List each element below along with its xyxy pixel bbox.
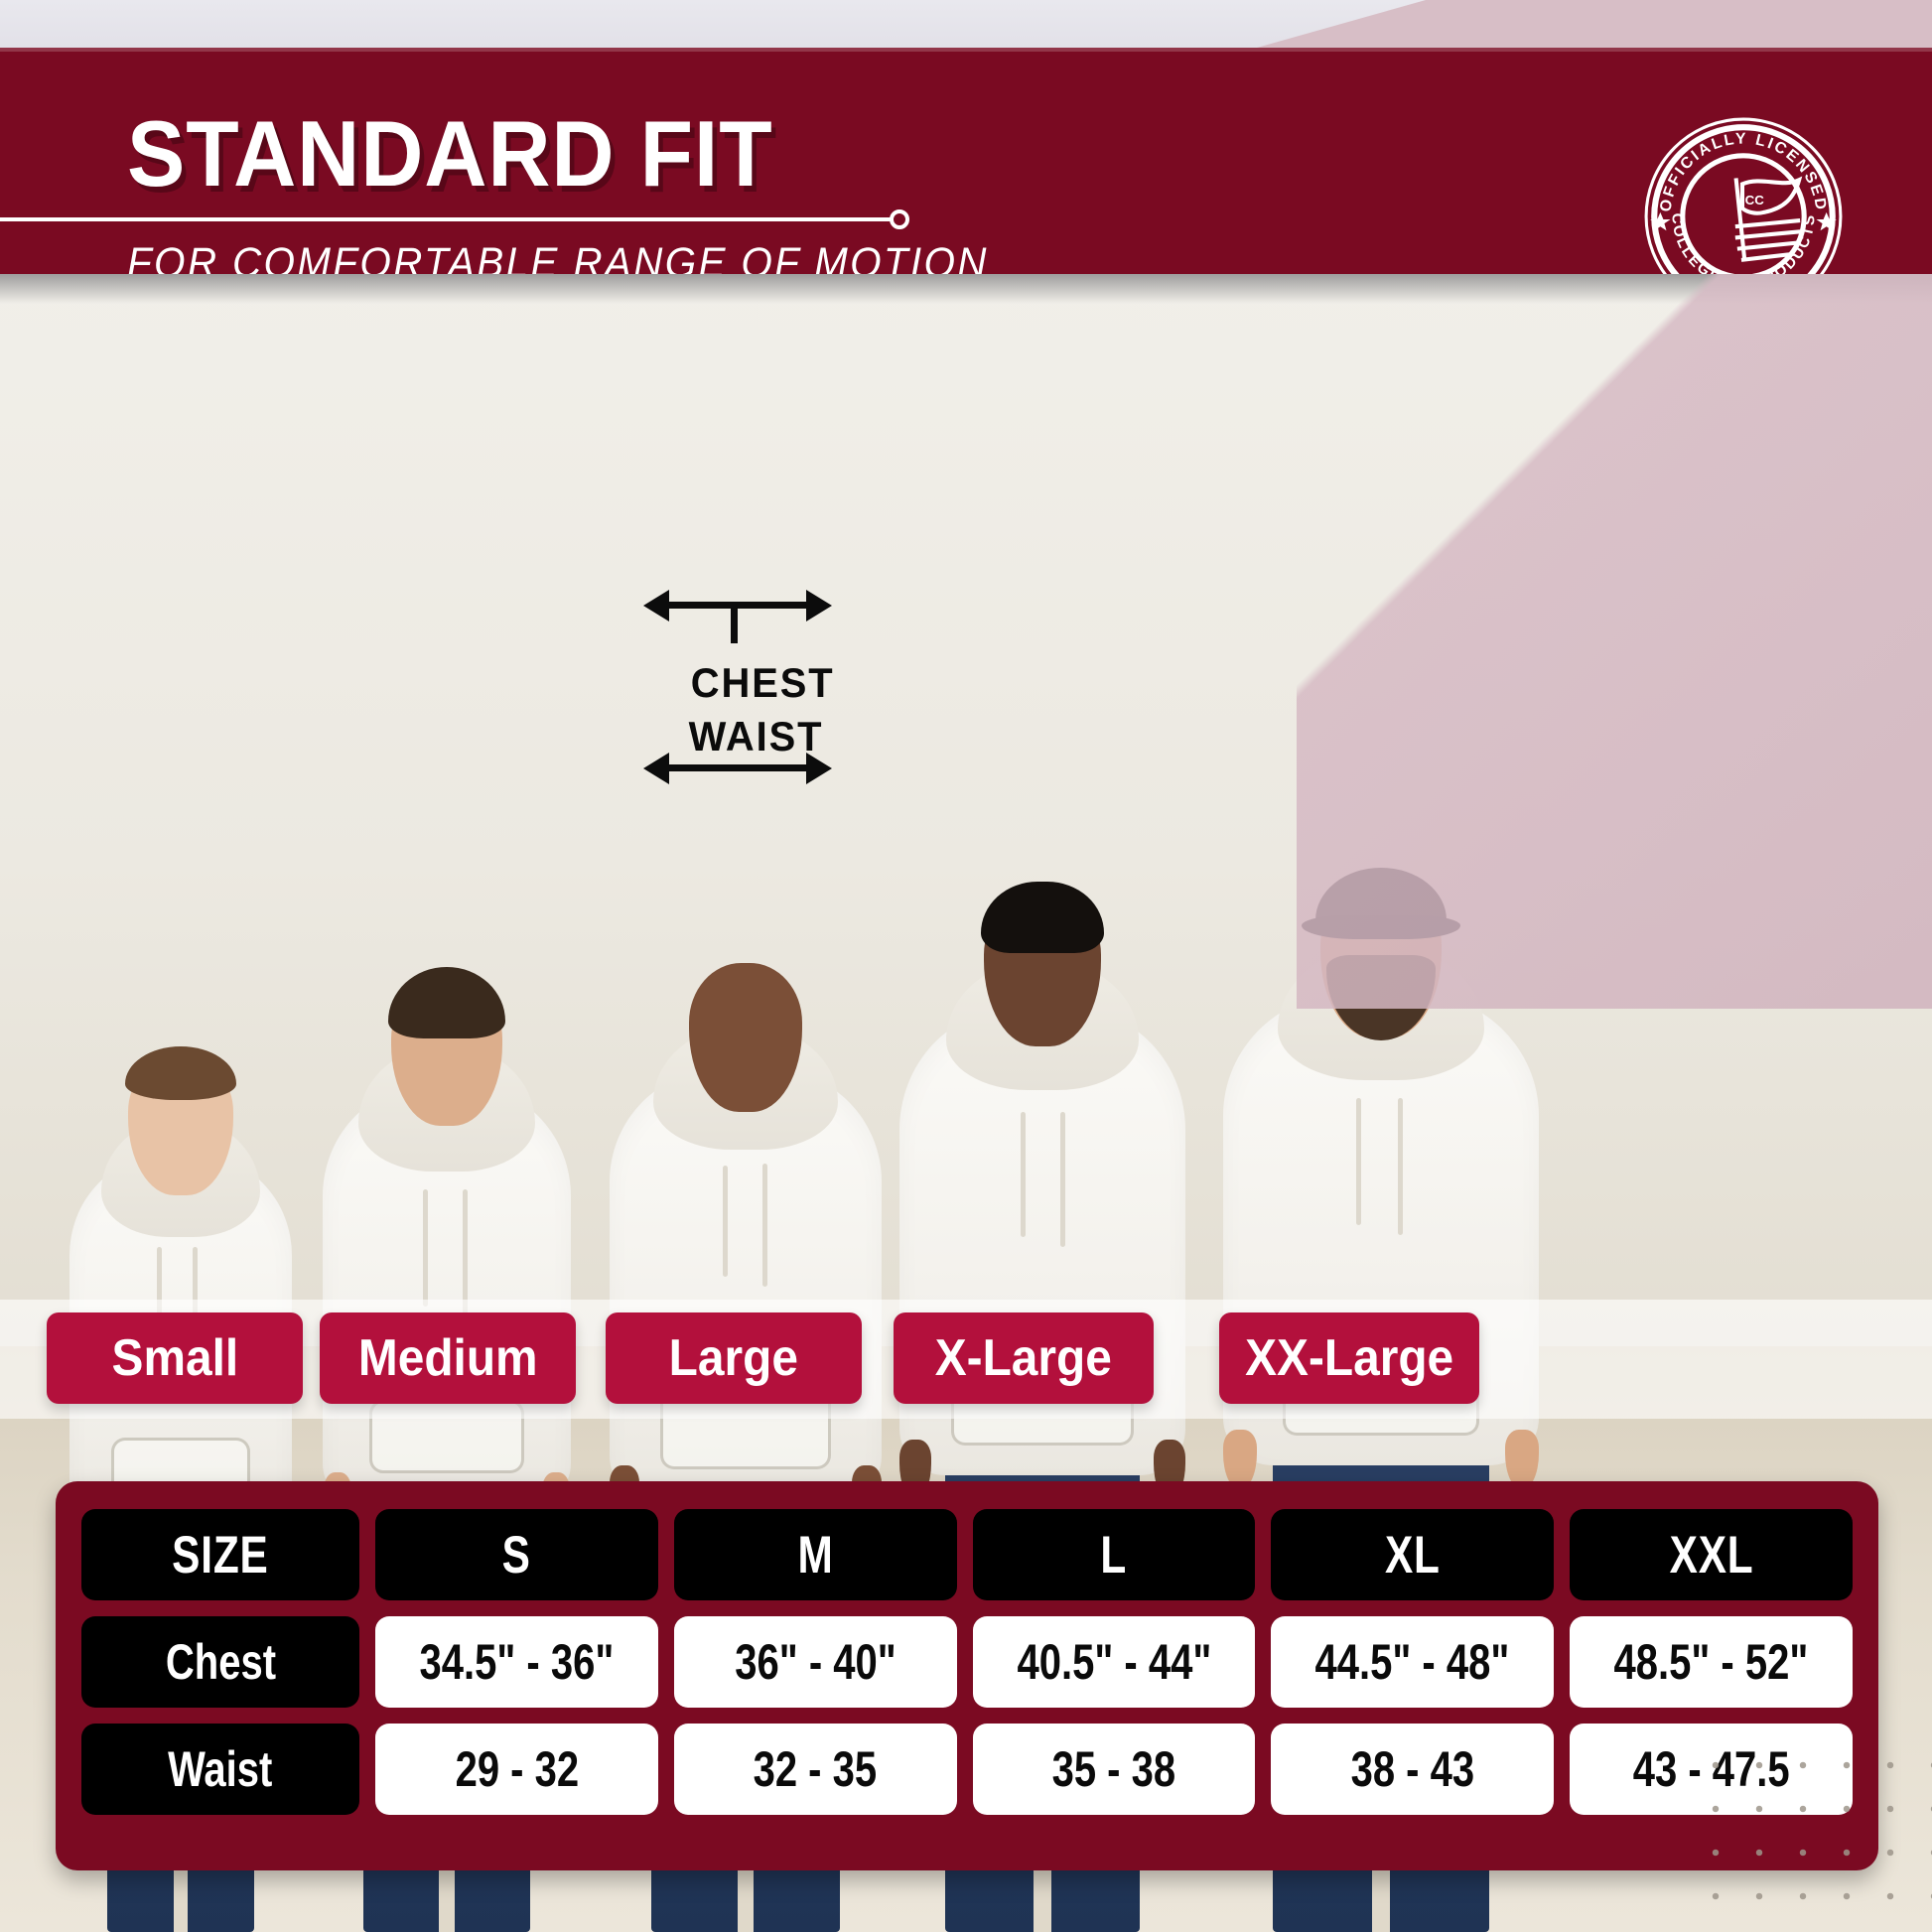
table-header-row: SIZE S M L XL XXL (81, 1509, 1853, 1600)
drawstring-right (762, 1164, 767, 1287)
table-cell-chest-m: 36" - 40" (673, 1616, 957, 1708)
bangs (125, 1046, 236, 1100)
divider-line (0, 217, 894, 221)
hair (388, 967, 505, 1038)
waist-arrow-line (661, 764, 814, 771)
drawstring-left (423, 1189, 428, 1307)
size-pill-xx-large[interactable]: XX-Large (1219, 1312, 1479, 1404)
corner-dot-pattern (1684, 1733, 1932, 1932)
table-header-xl: XL (1271, 1509, 1555, 1600)
waist-label: WAIST (688, 713, 824, 759)
officially-licensed-seal-icon: OFFICIALLY LICENSED COLLEGIATE PRODUCTS … (1644, 117, 1843, 274)
head (689, 963, 802, 1112)
chest-label: CHEST (690, 659, 835, 706)
size-pill-label: Small (111, 1329, 238, 1387)
table-header-xxl: XXL (1570, 1509, 1853, 1600)
header-banner: STANDARD FIT FOR COMFORTABLE RANGE OF MO… (0, 48, 1932, 274)
title-divider (0, 209, 933, 229)
page-title: STANDARD FIT (127, 101, 773, 206)
size-pill-small[interactable]: Small (47, 1312, 303, 1404)
table-cell-waist-m: 32 - 35 (673, 1724, 957, 1815)
table-header-l: L (972, 1509, 1256, 1600)
size-table: SIZE S M L XL XXL (56, 1481, 1878, 1870)
table-cell-waist-s: 29 - 32 (375, 1724, 658, 1815)
drawstring-right (463, 1189, 468, 1316)
table-row-label-chest: Chest (81, 1616, 359, 1708)
drawstring-left (723, 1166, 728, 1277)
table-cell-chest-l: 40.5" - 44" (972, 1616, 1256, 1708)
models-photo-area: CHEST WAIST (0, 274, 1932, 1932)
waist-measurement (643, 753, 832, 794)
size-pill-label: Large (668, 1329, 799, 1387)
cap-brim (1302, 915, 1460, 939)
drawstring-left (1356, 1098, 1361, 1225)
size-pill-label: Medium (357, 1329, 538, 1387)
chest-arrow-line (661, 602, 814, 609)
chest-tick (731, 606, 738, 643)
chest-arrow-head-right (806, 590, 832, 621)
table-cell-chest-xxl: 48.5" - 52" (1570, 1616, 1853, 1708)
waist-arrow-head-right (806, 753, 832, 784)
hand-left (1223, 1430, 1257, 1489)
table-cell-chest-s: 34.5" - 36" (375, 1616, 658, 1708)
table-row-waist: Waist 29 - 32 32 - 35 35 - 38 38 - 43 43… (81, 1724, 1853, 1815)
wall-top-shadow (0, 274, 1932, 304)
drawstring-left (1021, 1112, 1026, 1237)
table-cell-waist-l: 35 - 38 (972, 1724, 1256, 1815)
table-row-label-waist: Waist (81, 1724, 359, 1815)
chest-arrow-head-left (643, 590, 669, 621)
size-pill-label: X-Large (934, 1329, 1113, 1387)
table-cell-waist-xl: 38 - 43 (1271, 1724, 1555, 1815)
table-cell-chest-xl: 44.5" - 48" (1271, 1616, 1555, 1708)
table-header-s: S (375, 1509, 658, 1600)
size-pill-large[interactable]: Large (606, 1312, 862, 1404)
table-header-m: M (673, 1509, 957, 1600)
drawstring-right (1060, 1112, 1065, 1247)
size-pill-label: XX-Large (1244, 1329, 1454, 1387)
header-sheen (0, 48, 1932, 52)
table-header-size: SIZE (81, 1509, 359, 1600)
table-row-chest: Chest 34.5" - 36" 36" - 40" 40.5" - 44" … (81, 1616, 1853, 1708)
drawstring-right (1398, 1098, 1403, 1235)
hair (981, 882, 1104, 953)
size-pill-x-large[interactable]: X-Large (894, 1312, 1154, 1404)
svg-text:CC: CC (1745, 193, 1765, 207)
page-subtitle: FOR COMFORTABLE RANGE OF MOTION (127, 239, 989, 275)
chest-measurement (643, 590, 832, 661)
hand-right (1505, 1430, 1539, 1489)
size-pill-row: Small Medium Large X-Large XX-Large (0, 1312, 1932, 1404)
size-pill-medium[interactable]: Medium (320, 1312, 576, 1404)
divider-dot-icon (890, 209, 909, 229)
waist-arrow-head-left (643, 753, 669, 784)
